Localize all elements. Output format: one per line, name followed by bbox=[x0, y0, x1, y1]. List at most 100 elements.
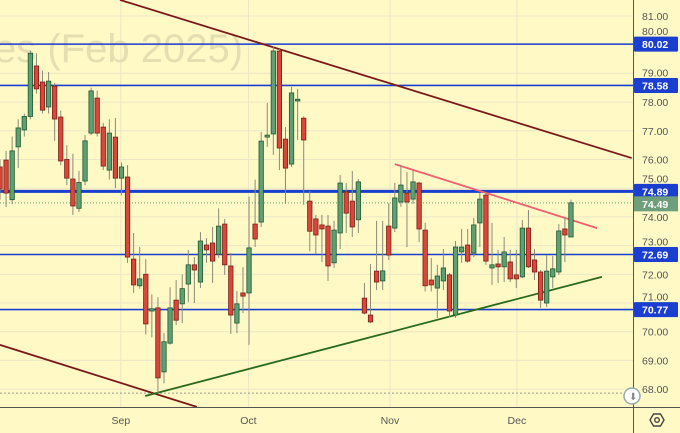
candle-body-down bbox=[301, 117, 307, 141]
price-axis-bg bbox=[633, 0, 680, 433]
trendline-support bbox=[144, 276, 603, 397]
candle-body-down bbox=[525, 227, 532, 268]
scroll-to-latest-icon[interactable]: ⬇ bbox=[623, 387, 641, 405]
candle-body-down bbox=[124, 176, 131, 258]
level-badge-label: 70.77 bbox=[642, 305, 668, 317]
candle-body-up bbox=[544, 270, 550, 304]
candle-body-down bbox=[446, 274, 453, 312]
candle bbox=[404, 172, 410, 248]
candle-body-down bbox=[465, 244, 471, 262]
candle bbox=[276, 49, 283, 171]
candle bbox=[143, 259, 149, 335]
trendline-downtrend-upper bbox=[119, 0, 632, 159]
candle bbox=[440, 249, 447, 291]
candle bbox=[313, 214, 319, 255]
candle bbox=[33, 53, 40, 94]
candle bbox=[9, 136, 15, 204]
candle bbox=[15, 119, 21, 169]
y-tick-label: 69.00 bbox=[642, 355, 668, 367]
candle-body-down bbox=[507, 261, 513, 280]
candle-body-up bbox=[167, 307, 173, 344]
candle bbox=[373, 220, 380, 291]
candle-body-up bbox=[88, 90, 94, 134]
candle-body-down bbox=[112, 136, 119, 179]
candle-body-down bbox=[52, 85, 58, 120]
time-axis-bg bbox=[0, 407, 633, 433]
candle bbox=[537, 269, 544, 308]
candle-body-down bbox=[131, 258, 137, 286]
candle bbox=[252, 179, 258, 248]
candle-body-down bbox=[483, 194, 489, 262]
candle bbox=[118, 162, 125, 196]
candle-body-down bbox=[39, 81, 46, 111]
candle bbox=[519, 220, 525, 279]
candle-body-down bbox=[319, 224, 325, 230]
candle-body-up bbox=[295, 98, 301, 102]
candle-body-down bbox=[209, 242, 216, 262]
candle bbox=[392, 183, 398, 233]
candles bbox=[0, 46, 574, 394]
candle bbox=[307, 191, 313, 252]
x-tick-label: Dec bbox=[508, 415, 527, 427]
candle-body-down bbox=[143, 273, 149, 325]
candle-body-down bbox=[428, 279, 434, 286]
x-tick-label: Oct bbox=[240, 415, 256, 427]
candle bbox=[270, 46, 276, 155]
candle bbox=[197, 232, 204, 289]
candle bbox=[343, 183, 349, 233]
candle bbox=[106, 119, 112, 180]
candle bbox=[246, 196, 252, 345]
candle-body-up bbox=[477, 198, 483, 224]
candle bbox=[361, 282, 368, 315]
candle-body-up bbox=[519, 227, 525, 278]
candle-body-down bbox=[70, 178, 76, 207]
candle bbox=[88, 87, 94, 136]
candle bbox=[27, 50, 33, 120]
svg-text:⬇: ⬇ bbox=[629, 392, 637, 403]
candle bbox=[191, 257, 197, 303]
candle-body-down bbox=[33, 65, 40, 90]
candle-body-down bbox=[203, 244, 210, 251]
price-axis[interactable]: 68.00 69.00 70.00 71.00 72.00 73.00 74.00 75.00… bbox=[633, 0, 680, 433]
candle-body-up bbox=[471, 224, 477, 254]
candle-body-down bbox=[495, 263, 501, 268]
trendlines bbox=[0, 0, 632, 408]
y-tick-label: 81.00 bbox=[642, 11, 668, 23]
candle-body-down bbox=[100, 126, 106, 167]
candle-body-down bbox=[531, 259, 538, 273]
candle bbox=[112, 117, 119, 189]
candle bbox=[367, 263, 374, 324]
candle-body-down bbox=[155, 307, 161, 379]
candle-body-down bbox=[361, 297, 368, 314]
candle bbox=[301, 116, 307, 205]
candle bbox=[179, 274, 185, 324]
candle-body-down bbox=[537, 271, 544, 301]
candle-body-up bbox=[434, 275, 440, 289]
candle-body-down bbox=[64, 159, 70, 179]
candle bbox=[337, 174, 343, 250]
level-badge-label: 78.58 bbox=[642, 80, 668, 92]
candle-body-down bbox=[313, 218, 319, 236]
candle bbox=[131, 232, 137, 293]
gear-icon[interactable] bbox=[649, 413, 665, 427]
candle-body-up bbox=[288, 92, 295, 165]
trendline-resistance bbox=[394, 163, 598, 229]
candle bbox=[216, 208, 222, 258]
candle bbox=[149, 294, 155, 338]
time-axis[interactable]: Sep Oct Nov Dec bbox=[0, 407, 680, 433]
candle bbox=[124, 165, 131, 263]
candle bbox=[240, 267, 246, 314]
candle-body-down bbox=[173, 299, 179, 321]
candle-body-down bbox=[349, 200, 355, 228]
candle-body-up bbox=[337, 182, 343, 234]
candle bbox=[434, 264, 440, 318]
level-badge bbox=[634, 246, 678, 262]
candle bbox=[422, 222, 428, 292]
candle bbox=[556, 224, 562, 275]
candle bbox=[209, 226, 216, 283]
y-tick-label: 71.00 bbox=[642, 292, 668, 304]
candle-body-up bbox=[9, 150, 15, 201]
candle bbox=[398, 165, 404, 207]
candle-body-up bbox=[118, 166, 125, 179]
